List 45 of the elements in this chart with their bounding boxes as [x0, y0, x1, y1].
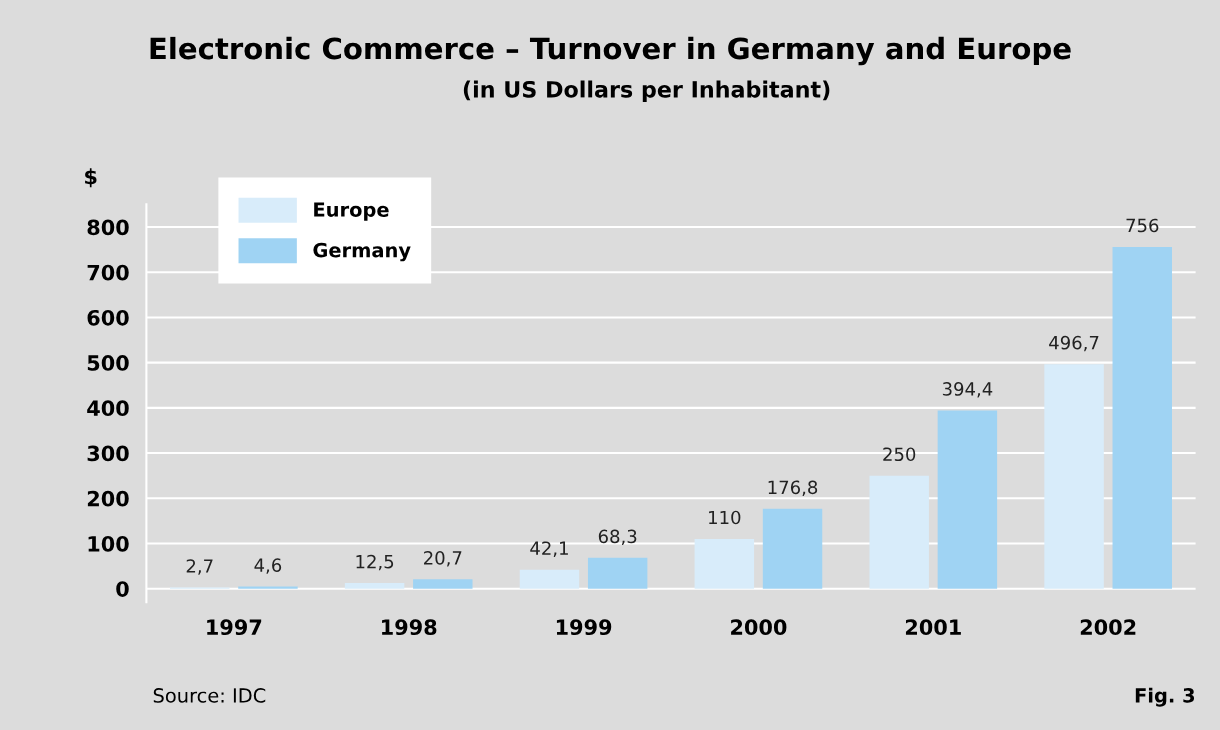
bar [869, 475, 929, 589]
bar [762, 508, 823, 589]
data-label: 110 [709, 510, 741, 525]
bar [694, 538, 755, 589]
x-tick-label: 2002 [1080, 619, 1136, 636]
y-tick-label: 100 [88, 535, 129, 552]
y-tick-label: 500 [87, 355, 129, 371]
caption: Fig. 3 [1135, 687, 1195, 707]
data-label: 394,4 [942, 382, 993, 398]
y-tick-label: 200 [87, 490, 129, 507]
data-label: 756 [1126, 218, 1159, 233]
source-note: Source: IDC [153, 688, 266, 703]
bar [937, 410, 998, 589]
x-tick-label: 2001 [905, 619, 961, 636]
y-tick-label: 300 [87, 445, 129, 462]
legend-label: Germany [313, 242, 411, 262]
x-tick-label: 1997 [207, 619, 262, 636]
data-label: 176,8 [768, 480, 818, 496]
y-axis-title: $ [85, 168, 97, 188]
bar [1112, 246, 1172, 589]
bar [413, 579, 473, 589]
bar [344, 583, 405, 589]
bar [238, 586, 298, 589]
bar [1044, 364, 1104, 589]
data-label: 2,7 [186, 559, 213, 575]
bar [519, 569, 580, 589]
x-tick-label: 2000 [731, 619, 787, 636]
x-tick-label: 1998 [382, 619, 437, 636]
data-label: 250 [883, 447, 916, 462]
data-label: 12,5 [356, 554, 394, 571]
chart-title: Electronic Commerce – Turnover in Germany and Europe [150, 36, 1071, 66]
y-tick-label: 700 [87, 264, 129, 281]
data-label: 496,7 [1049, 335, 1099, 352]
chart-subtitle: (in US Dollars per Inhabitant) [463, 80, 830, 102]
data-label: 42,1 [530, 541, 568, 557]
data-label: 68,3 [598, 529, 637, 546]
y-tick-label: 0 [116, 581, 129, 597]
bar [587, 557, 648, 589]
data-label: 20,7 [424, 551, 462, 567]
y-tick-label: 800 [87, 219, 129, 236]
data-label: 4,6 [254, 558, 282, 574]
y-tick-label: 400 [87, 400, 129, 417]
legend-label: Europe [314, 202, 389, 221]
y-tick-label: 600 [87, 309, 129, 326]
x-tick-label: 1999 [556, 619, 612, 636]
